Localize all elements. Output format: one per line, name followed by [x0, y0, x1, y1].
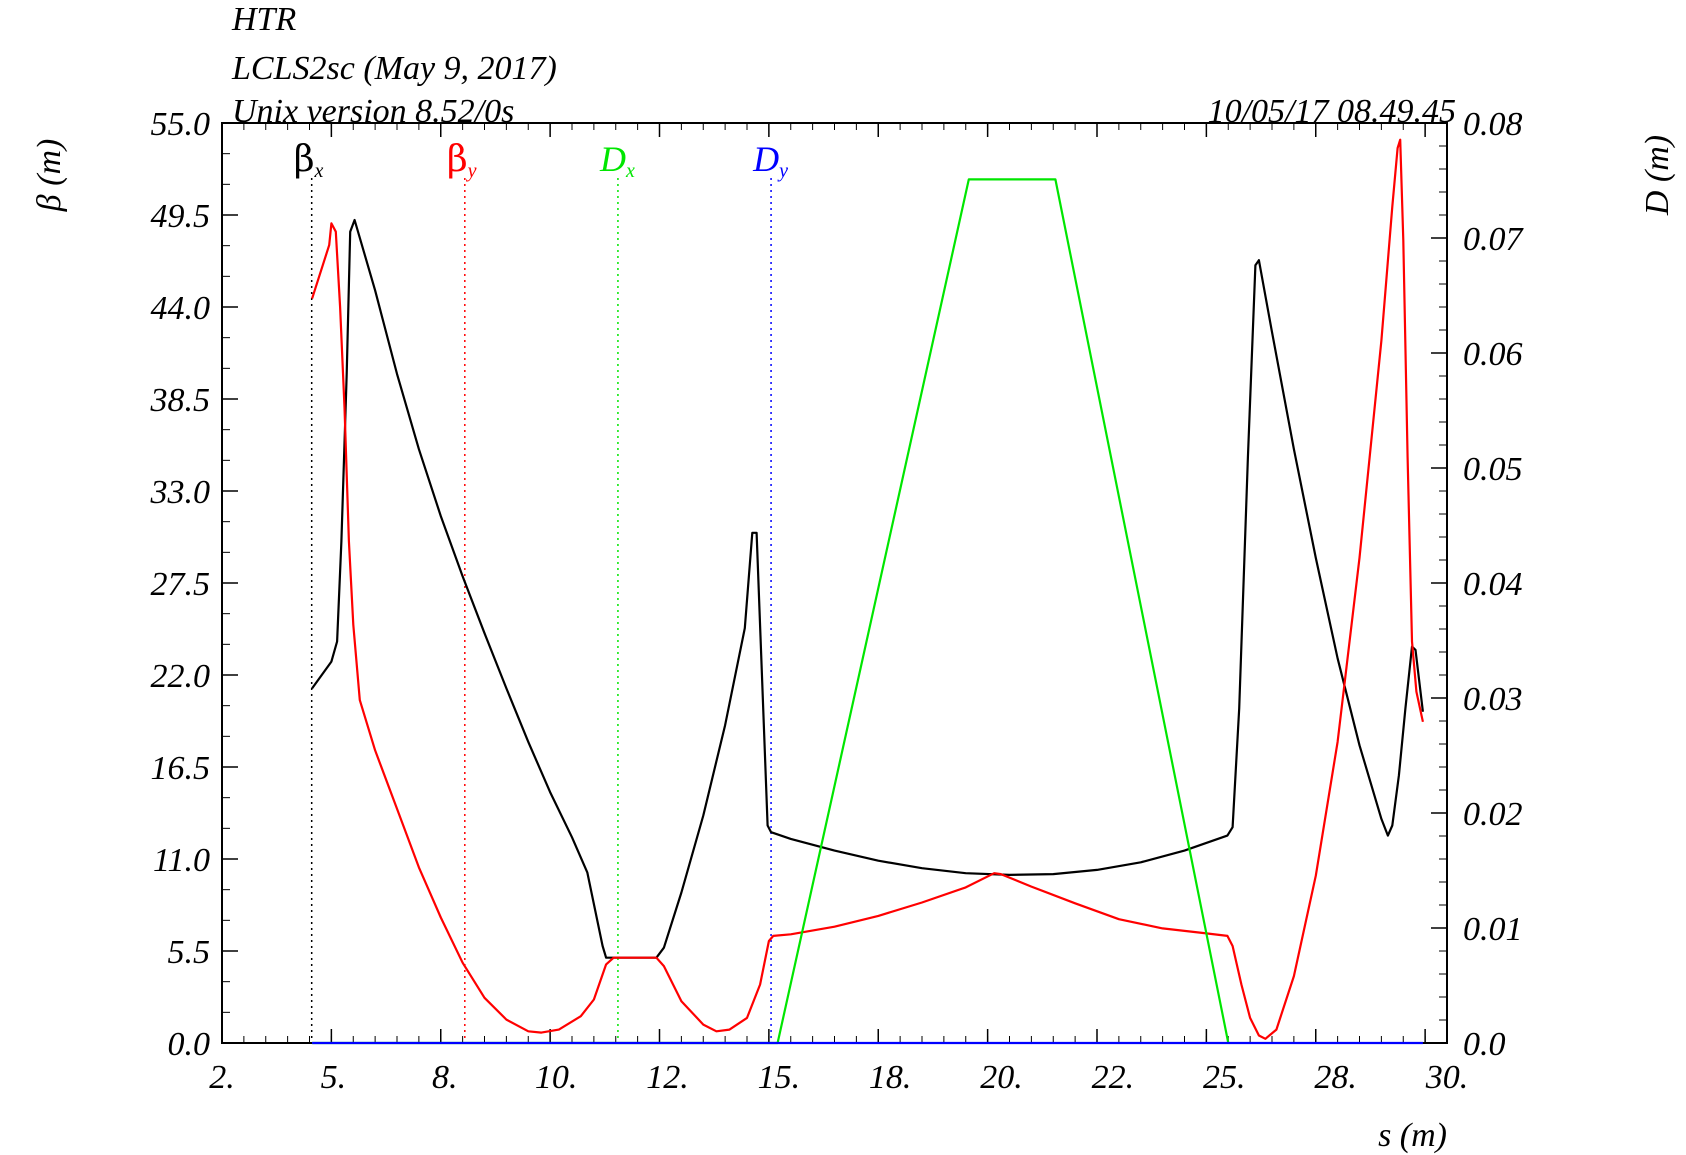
y-right-tick-label: 0.02 — [1463, 796, 1523, 833]
x-tick-label: 18. — [869, 1059, 912, 1096]
y-right-tick-label: 0.0 — [1463, 1026, 1506, 1063]
x-axis-label: s (m) — [1378, 1117, 1447, 1154]
legend-subscript: y — [777, 160, 788, 182]
legend-subscript: x — [314, 160, 324, 182]
header-timestamp: 10/05/17 08.49.45 — [1208, 93, 1456, 130]
series-line-Dx — [312, 178, 1230, 1045]
y-left-tick-label: 5.5 — [168, 934, 211, 971]
x-tick-label: 12. — [646, 1059, 689, 1096]
x-tick-label: 30. — [1425, 1059, 1469, 1096]
y-right-tick-label: 0.08 — [1463, 106, 1523, 143]
legend-label: Dx — [599, 139, 635, 182]
y-right-tick-label: 0.04 — [1463, 566, 1523, 603]
plot-area: 2. 5. 8. 10. 12. 15. 18. 20. 22. 25. 28. 30.0.05.51… — [150, 106, 1525, 1096]
y-left-tick-label: 22.0 — [151, 658, 211, 695]
legend-label: βy — [447, 139, 477, 182]
x-tick-label: 2. — [209, 1059, 235, 1096]
x-tick-label: 8. — [432, 1059, 458, 1096]
legend-symbol: β — [447, 139, 468, 180]
series-line-βy — [311, 138, 1424, 1040]
y-left-tick-label: 55.0 — [151, 106, 211, 143]
y-left-tick-label: 16.5 — [151, 750, 211, 787]
series-line-βx — [311, 218, 1424, 959]
legend-subscript: y — [466, 160, 477, 182]
y-left-tick-label: 27.5 — [151, 566, 211, 603]
header-subtitle: LCLS2sc (May 9, 2017) — [231, 50, 557, 87]
header-version: Unix version 8.52/0s — [232, 93, 514, 130]
y-axis-left-label: β (m) — [31, 139, 68, 213]
y-right-tick-label: 0.03 — [1463, 681, 1523, 718]
legend-label: βx — [294, 139, 324, 182]
y-left-tick-label: 49.5 — [151, 198, 211, 235]
y-axis-right-label: D (m) — [1639, 135, 1676, 216]
y-left-tick-label: 44.0 — [151, 290, 211, 327]
legend-symbol: D — [599, 139, 626, 179]
y-right-tick-label: 0.01 — [1463, 911, 1523, 948]
legend-subscript: x — [625, 160, 635, 182]
x-tick-label: 22. — [1092, 1059, 1135, 1096]
legend-symbol: β — [294, 139, 315, 180]
plot-frame — [221, 122, 1448, 1044]
x-tick-label: 25. — [1203, 1059, 1246, 1096]
x-tick-label: 10. — [535, 1059, 578, 1096]
y-left-tick-label: 38.5 — [150, 382, 211, 419]
y-right-tick-label: 0.06 — [1463, 336, 1523, 373]
y-left-tick-label: 0.0 — [168, 1026, 211, 1063]
y-right-tick-label: 0.07 — [1463, 221, 1525, 258]
y-left-tick-label: 11.0 — [153, 842, 210, 879]
x-tick-label: 15. — [758, 1059, 801, 1096]
x-tick-label: 5. — [321, 1059, 347, 1096]
x-tick-label: 20. — [980, 1059, 1023, 1096]
y-right-tick-label: 0.05 — [1463, 451, 1523, 488]
y-left-tick-label: 33.0 — [150, 474, 211, 511]
legend-symbol: D — [752, 139, 779, 179]
header-title: HTR — [231, 1, 296, 38]
legend-label: Dy — [752, 139, 788, 182]
x-tick-label: 28. — [1314, 1059, 1357, 1096]
